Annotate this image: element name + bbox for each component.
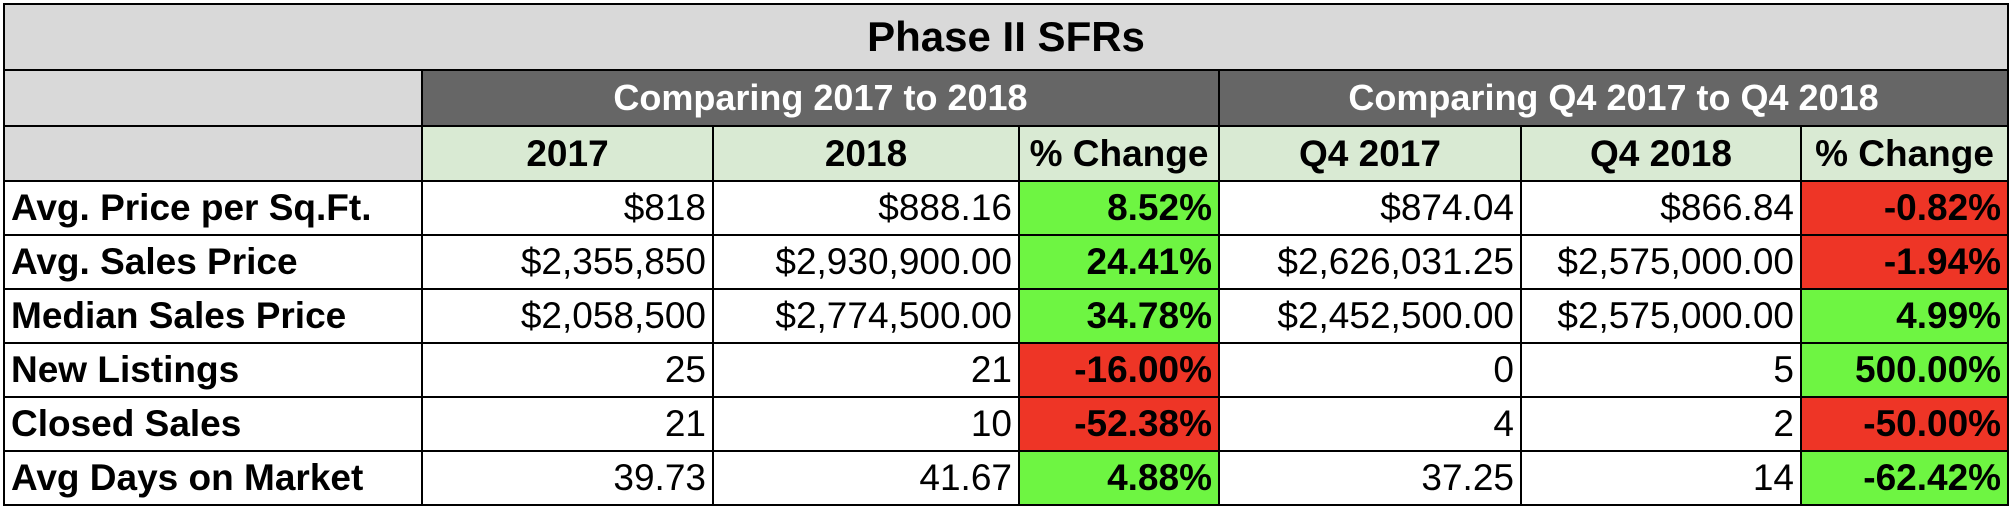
group-header-annual: Comparing 2017 to 2018 xyxy=(421,69,1220,127)
column-header: Q4 2017 xyxy=(1218,125,1522,182)
value-cell: $2,575,000.00 xyxy=(1520,234,1802,290)
value-cell: 21 xyxy=(421,396,714,452)
table-row: Avg Days on Market 39.73 41.67 4.88% 37.25 14… xyxy=(3,450,2010,506)
row-label: Avg Days on Market xyxy=(3,450,423,506)
value-cell: 0 xyxy=(1218,342,1522,398)
pct-change-cell: 34.78% xyxy=(1018,288,1220,344)
value-cell: $2,575,000.00 xyxy=(1520,288,1802,344)
row-label: Closed Sales xyxy=(3,396,423,452)
pct-change-cell: -1.94% xyxy=(1799,234,2010,290)
value-cell: $2,058,500 xyxy=(421,288,714,344)
row-label-header xyxy=(3,125,423,182)
column-header: 2017 xyxy=(421,125,714,182)
group-header-q4: Comparing Q4 2017 to Q4 2018 xyxy=(1217,69,2010,127)
table-row: Avg. Price per Sq.Ft. $818 $888.16 8.52% $87… xyxy=(3,180,2010,236)
value-cell: 10 xyxy=(712,396,1020,452)
value-cell: $2,626,031.25 xyxy=(1218,234,1522,290)
table-row: New Listings 25 21 -16.00% 0 5 500.00% xyxy=(3,342,2010,398)
data-table: Phase II SFRs Comparing 2017 to 2018 Com… xyxy=(2,3,2010,506)
table-title: Phase II SFRs xyxy=(2,3,2010,71)
pct-change-cell: -52.38% xyxy=(1018,396,1220,452)
column-header: % Change xyxy=(1018,125,1220,182)
pct-change-cell: 4.99% xyxy=(1799,288,2010,344)
pct-change-cell: 24.41% xyxy=(1018,234,1220,290)
value-cell: 5 xyxy=(1520,342,1802,398)
corner-cell xyxy=(3,69,423,127)
pct-change-cell: -50.00% xyxy=(1799,396,2010,452)
value-cell: $888.16 xyxy=(712,180,1020,236)
row-label: Median Sales Price xyxy=(3,288,423,344)
table-row: Median Sales Price $2,058,500 $2,774,500.0… xyxy=(3,288,2010,344)
pct-change-cell: 8.52% xyxy=(1018,180,1220,236)
value-cell: $874.04 xyxy=(1218,180,1522,236)
table-row: Closed Sales 21 10 -52.38% 4 2 -50.00% xyxy=(3,396,2010,452)
value-cell: $2,452,500.00 xyxy=(1218,288,1522,344)
column-header: Q4 2018 xyxy=(1520,125,1802,182)
value-cell: 39.73 xyxy=(421,450,714,506)
value-cell: $2,774,500.00 xyxy=(712,288,1020,344)
column-header: % Change xyxy=(1799,125,2010,182)
row-label: Avg. Sales Price xyxy=(3,234,423,290)
value-cell: $2,355,850 xyxy=(421,234,714,290)
value-cell: 37.25 xyxy=(1218,450,1522,506)
table-row: Avg. Sales Price $2,355,850 $2,930,900.00 2… xyxy=(3,234,2010,290)
value-cell: $866.84 xyxy=(1520,180,1802,236)
value-cell: $2,930,900.00 xyxy=(712,234,1020,290)
value-cell: 4 xyxy=(1218,396,1522,452)
row-label: Avg. Price per Sq.Ft. xyxy=(3,180,423,236)
value-cell: 21 xyxy=(712,342,1020,398)
pct-change-cell: -0.82% xyxy=(1799,180,2010,236)
pct-change-cell: -62.42% xyxy=(1799,450,2010,506)
value-cell: $818 xyxy=(421,180,714,236)
row-label: New Listings xyxy=(3,342,423,398)
pct-change-cell: 4.88% xyxy=(1018,450,1220,506)
pct-change-cell: 500.00% xyxy=(1799,342,2010,398)
column-header: 2018 xyxy=(712,125,1020,182)
value-cell: 2 xyxy=(1520,396,1802,452)
value-cell: 25 xyxy=(421,342,714,398)
value-cell: 14 xyxy=(1520,450,1802,506)
pct-change-cell: -16.00% xyxy=(1018,342,1220,398)
value-cell: 41.67 xyxy=(712,450,1020,506)
